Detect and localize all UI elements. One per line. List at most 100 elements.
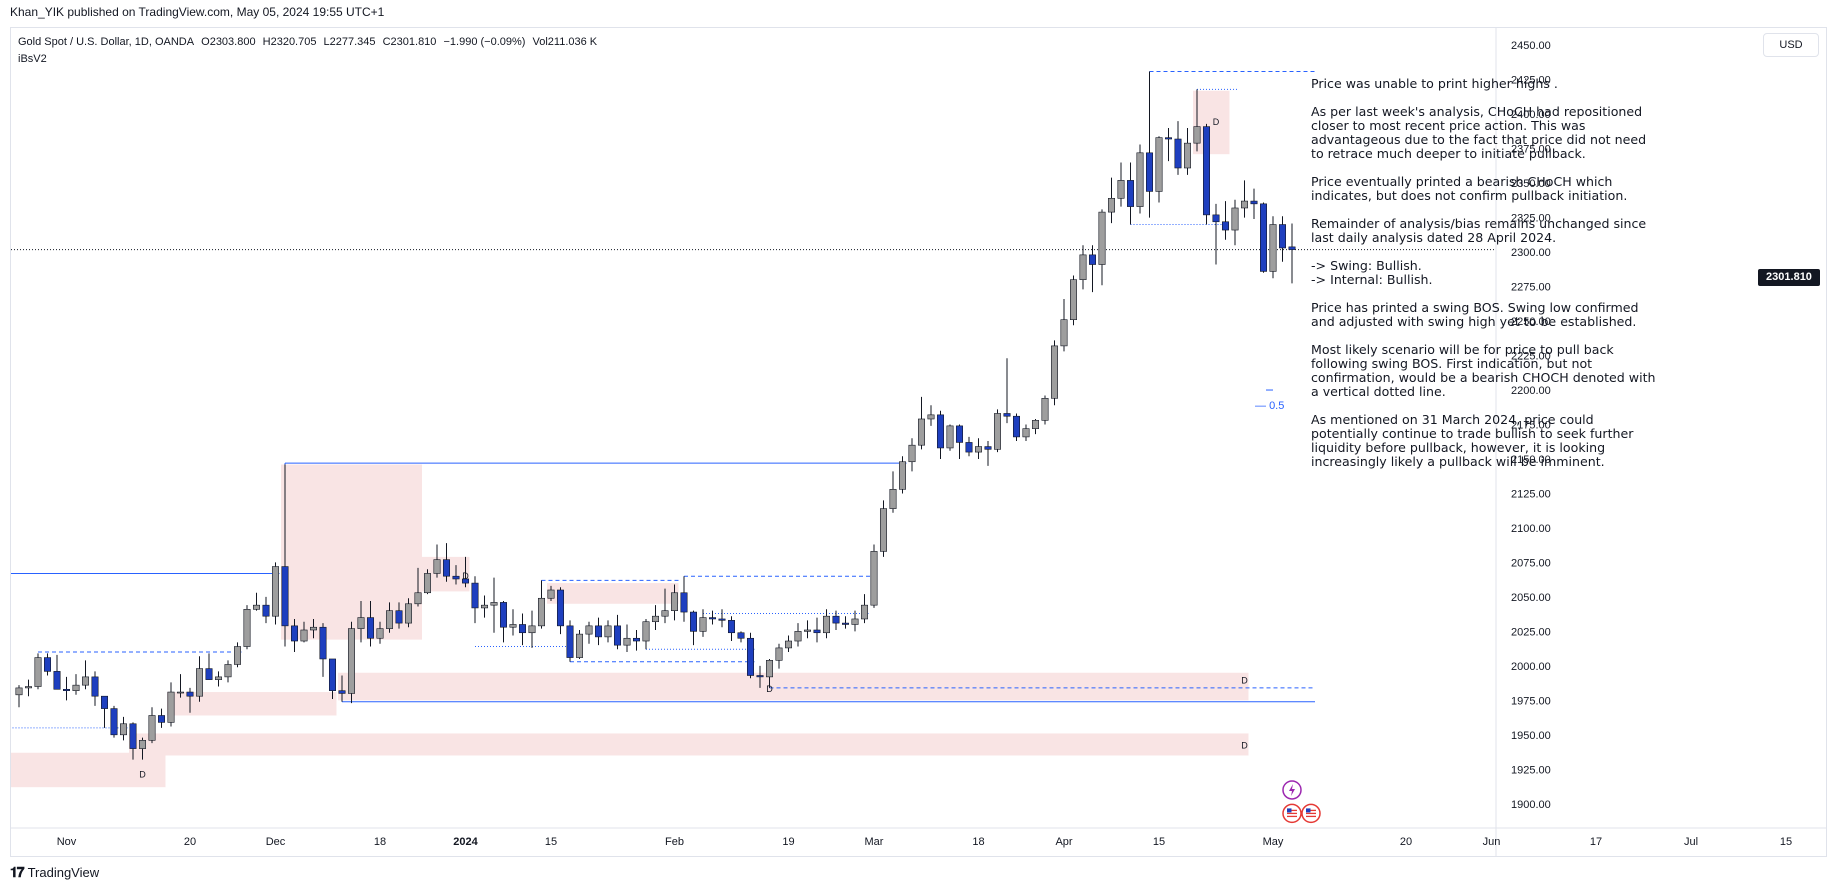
legend-low: L2277.345 [323, 36, 376, 48]
candlestick-chart[interactable]: D D D D D D 2450.00 2425.00 2400.00 2375.00 2350.… [11, 28, 1826, 856]
candle-body [509, 624, 517, 628]
legend-close: C2301.810 [382, 36, 437, 48]
candle-body [813, 629, 821, 634]
candle-body [974, 446, 982, 453]
events-layer [1282, 780, 1321, 824]
candle-body [253, 604, 261, 610]
price-tick-label: 2150.00 [1511, 454, 1551, 466]
candle-body [547, 589, 555, 599]
candle-body [319, 626, 327, 660]
candle-body [1031, 420, 1039, 429]
candle-body [338, 690, 346, 694]
chart-pane[interactable]: D D D D D D 2450.00 2425.00 2400.00 2375.00 2350.… [10, 27, 1827, 857]
demand-zone [167, 692, 337, 716]
note-3: Price eventually printed a bearish CHoCH… [1311, 174, 1628, 203]
price-tick-label: 1925.00 [1511, 764, 1551, 776]
candle-body [1041, 397, 1049, 421]
publish-attribution: Khan_YIK published on TradingView.com, M… [10, 5, 385, 19]
candle-body [1051, 345, 1059, 399]
tradingview-logo-icon: 𝟏𝟕 [10, 864, 25, 880]
candle-body [556, 589, 564, 627]
candle-body [936, 414, 944, 449]
candle-body [385, 610, 393, 629]
candle-body [689, 611, 697, 632]
indicator-label[interactable]: iBsV2 [18, 53, 47, 65]
candle-body [43, 657, 51, 672]
symbol-legend[interactable]: Gold Spot / U.S. Dollar, 1D, OANDA O2303… [18, 36, 601, 48]
candle-body [1250, 200, 1258, 205]
price-tick-label: 2250.00 [1511, 316, 1551, 328]
legend-change: −1.990 (−0.09%) [443, 36, 526, 48]
price-tick-label: 2175.00 [1511, 420, 1551, 432]
candle-body [1193, 126, 1201, 144]
candle-body [651, 615, 659, 623]
candle-body [908, 444, 916, 463]
price-tick-label: 2425.00 [1511, 75, 1551, 87]
candle-body [1212, 214, 1220, 223]
candle-body [870, 551, 878, 606]
candle-body [851, 618, 859, 625]
candle-body [110, 708, 118, 736]
price-tick-label: 2300.00 [1511, 247, 1551, 259]
zone-label: D [1241, 740, 1248, 750]
demand-zone [129, 733, 1249, 756]
candle-body [224, 664, 232, 678]
candle-body [993, 413, 1001, 450]
price-tick-label: 2200.00 [1511, 385, 1551, 397]
candle-body [756, 675, 764, 678]
candle-body [395, 610, 403, 624]
candle-body [82, 676, 90, 686]
time-tick-label: Jun [1483, 836, 1501, 848]
zone-label: D [766, 684, 773, 694]
candle-body [1155, 137, 1163, 192]
candle-body [442, 559, 450, 577]
last-price-label: 2301.810 [1758, 269, 1820, 286]
candle-body [708, 617, 716, 620]
candle-body [1203, 126, 1211, 216]
time-tick-label: 18 [972, 836, 984, 848]
candle-body [775, 647, 783, 661]
zone-label: D [1213, 117, 1220, 127]
candle-body [1098, 211, 1106, 265]
price-tick-label: 2350.00 [1511, 178, 1551, 190]
demand-zone [1193, 90, 1230, 155]
demand-zone [547, 583, 679, 604]
note-swing: -> Swing: Bullish. [1311, 258, 1422, 273]
candle-body [1108, 198, 1116, 213]
demand-zone [338, 672, 1249, 701]
candle-body [148, 715, 156, 741]
currency-button[interactable]: USD [1763, 33, 1819, 57]
time-tick-label: Apr [1055, 836, 1072, 848]
price-tick-label: 2050.00 [1511, 592, 1551, 604]
tradingview-footer[interactable]: 𝟏𝟕 TradingView [10, 864, 99, 881]
candle-body [566, 625, 574, 658]
time-tick-label: 18 [374, 836, 386, 848]
candle-body [727, 620, 735, 634]
time-tick-label: 19 [782, 836, 794, 848]
price-tick-label: 2375.00 [1511, 144, 1551, 156]
note-2: As per last week's analysis, CHoCH had r… [1311, 104, 1647, 161]
note-6: Most likely scenario will be for price t… [1311, 342, 1656, 399]
candle-body [803, 629, 811, 632]
candle-body [946, 425, 954, 449]
candle-body [623, 637, 631, 646]
zone-labels-layer: D D D D D D [139, 117, 1248, 779]
candles-layer [15, 71, 1296, 760]
candle-body [965, 442, 973, 453]
candle-body [528, 625, 536, 634]
candle-body [205, 668, 213, 680]
candle-body [860, 604, 868, 620]
candle-body [765, 660, 773, 678]
candle-body [167, 691, 175, 723]
candle-body [1070, 279, 1078, 320]
candle-body [984, 446, 992, 450]
candle-body [243, 609, 251, 647]
candle-body [234, 646, 242, 665]
price-tick-label: 2075.00 [1511, 557, 1551, 569]
lightning-icon-bolt [1289, 783, 1295, 796]
price-tick-label: 2225.00 [1511, 351, 1551, 363]
candle-body [262, 604, 270, 617]
candle-body [917, 418, 925, 446]
candle-body [784, 640, 792, 649]
candle-body [490, 602, 498, 606]
